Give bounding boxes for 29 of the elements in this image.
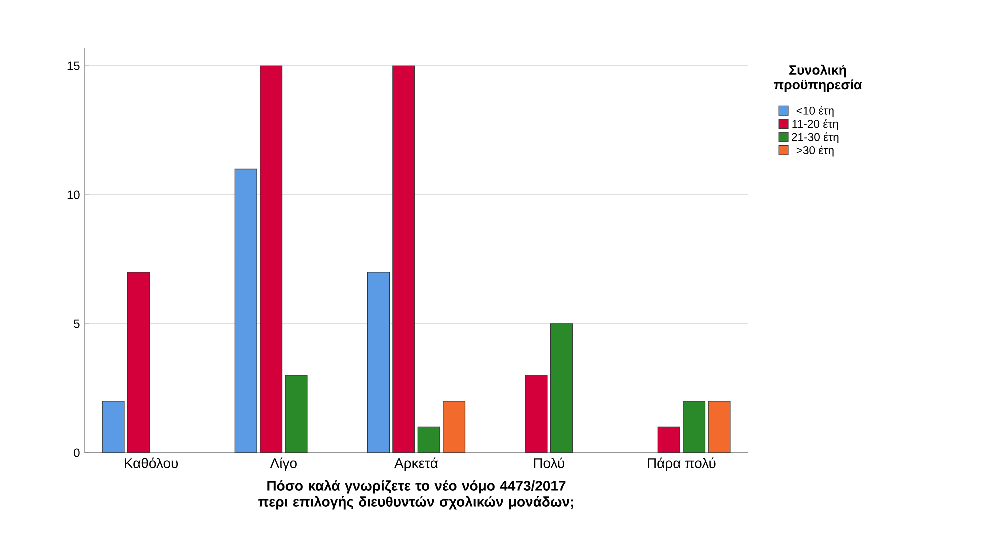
- bar: [658, 426, 680, 453]
- x-tick-label: Καθόλου: [125, 458, 178, 468]
- bar: [683, 401, 706, 453]
- bar: [102, 401, 125, 453]
- legend-title: Συνολική προϋπηρεσία: [774, 64, 862, 92]
- bar: [418, 426, 440, 453]
- bar: [550, 324, 573, 453]
- y-tick-label: 5: [74, 320, 80, 328]
- bar: [127, 272, 150, 453]
- legend-label: <10 έτη: [796, 106, 834, 118]
- bar: [367, 272, 390, 453]
- x-tick-label: Λίγο: [270, 458, 297, 472]
- x-tick-label: Πάρα πολύ: [648, 458, 716, 472]
- bar: [525, 375, 548, 453]
- x-axis-title: Πόσο καλά γνωρίζετε το νέο νόμο 4473/2017 περι επιλογής διευθυντών σχολικών μονάδων;: [258, 480, 574, 510]
- x-tick-label: Πολύ: [534, 458, 564, 468]
- y-tick-label: 10: [68, 190, 80, 200]
- legend-label: 21-30 έτη: [792, 132, 839, 144]
- bar: [234, 168, 258, 453]
- bar: [285, 375, 308, 453]
- y-tick-label: 15: [68, 62, 80, 70]
- bar: [443, 401, 466, 453]
- legend-label: 11-20 έτη: [792, 119, 838, 130]
- y-tick-label: 0: [74, 448, 80, 458]
- legend-label: >30 έτη: [796, 146, 834, 157]
- bar: [392, 66, 416, 453]
- x-tick-label: Αρκετά: [394, 458, 438, 472]
- bar: [260, 66, 283, 453]
- bar: [708, 401, 731, 453]
